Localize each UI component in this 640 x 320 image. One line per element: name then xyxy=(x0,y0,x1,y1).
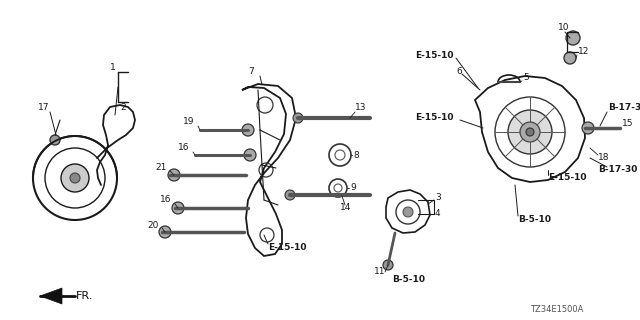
Text: 12: 12 xyxy=(578,47,589,57)
Text: B-5-10: B-5-10 xyxy=(518,215,551,225)
Circle shape xyxy=(159,226,171,238)
Text: 6: 6 xyxy=(456,68,461,76)
Text: B-5-10: B-5-10 xyxy=(392,276,425,284)
Text: 21: 21 xyxy=(155,164,166,172)
Text: 4: 4 xyxy=(435,210,440,219)
Polygon shape xyxy=(40,288,62,304)
Circle shape xyxy=(242,124,254,136)
Circle shape xyxy=(61,164,89,192)
Circle shape xyxy=(293,113,303,123)
Text: 14: 14 xyxy=(340,204,351,212)
Circle shape xyxy=(566,31,580,45)
Text: B-17-30: B-17-30 xyxy=(608,103,640,113)
Circle shape xyxy=(526,128,534,136)
Text: 11: 11 xyxy=(374,268,385,276)
Circle shape xyxy=(564,52,576,64)
Text: 7: 7 xyxy=(248,68,253,76)
Text: 16: 16 xyxy=(178,143,189,153)
Text: B-17-30: B-17-30 xyxy=(598,165,637,174)
Text: 19: 19 xyxy=(183,117,195,126)
Text: E-15-10: E-15-10 xyxy=(268,244,307,252)
Circle shape xyxy=(508,110,552,154)
Circle shape xyxy=(403,207,413,217)
Circle shape xyxy=(520,122,540,142)
Text: 1: 1 xyxy=(110,63,116,73)
Circle shape xyxy=(244,149,256,161)
Text: 20: 20 xyxy=(147,220,158,229)
Text: 9: 9 xyxy=(350,183,356,193)
Circle shape xyxy=(172,202,184,214)
Text: TZ34E1500A: TZ34E1500A xyxy=(530,306,584,315)
Text: E-15-10: E-15-10 xyxy=(548,173,586,182)
Circle shape xyxy=(383,260,393,270)
Circle shape xyxy=(168,169,180,181)
Text: 18: 18 xyxy=(598,154,609,163)
Text: 2: 2 xyxy=(120,103,125,113)
Text: 17: 17 xyxy=(38,103,49,113)
Text: E-15-10: E-15-10 xyxy=(415,51,454,60)
Circle shape xyxy=(285,190,295,200)
Circle shape xyxy=(50,135,60,145)
Text: 3: 3 xyxy=(435,194,441,203)
Text: 13: 13 xyxy=(355,103,367,113)
Text: 16: 16 xyxy=(160,196,172,204)
Circle shape xyxy=(582,122,594,134)
Text: FR.: FR. xyxy=(76,291,93,301)
Circle shape xyxy=(70,173,80,183)
Text: 10: 10 xyxy=(558,23,570,33)
Text: 5: 5 xyxy=(523,74,529,83)
Text: 15: 15 xyxy=(622,119,634,129)
Text: 8: 8 xyxy=(353,150,359,159)
Text: E-15-10: E-15-10 xyxy=(415,114,454,123)
